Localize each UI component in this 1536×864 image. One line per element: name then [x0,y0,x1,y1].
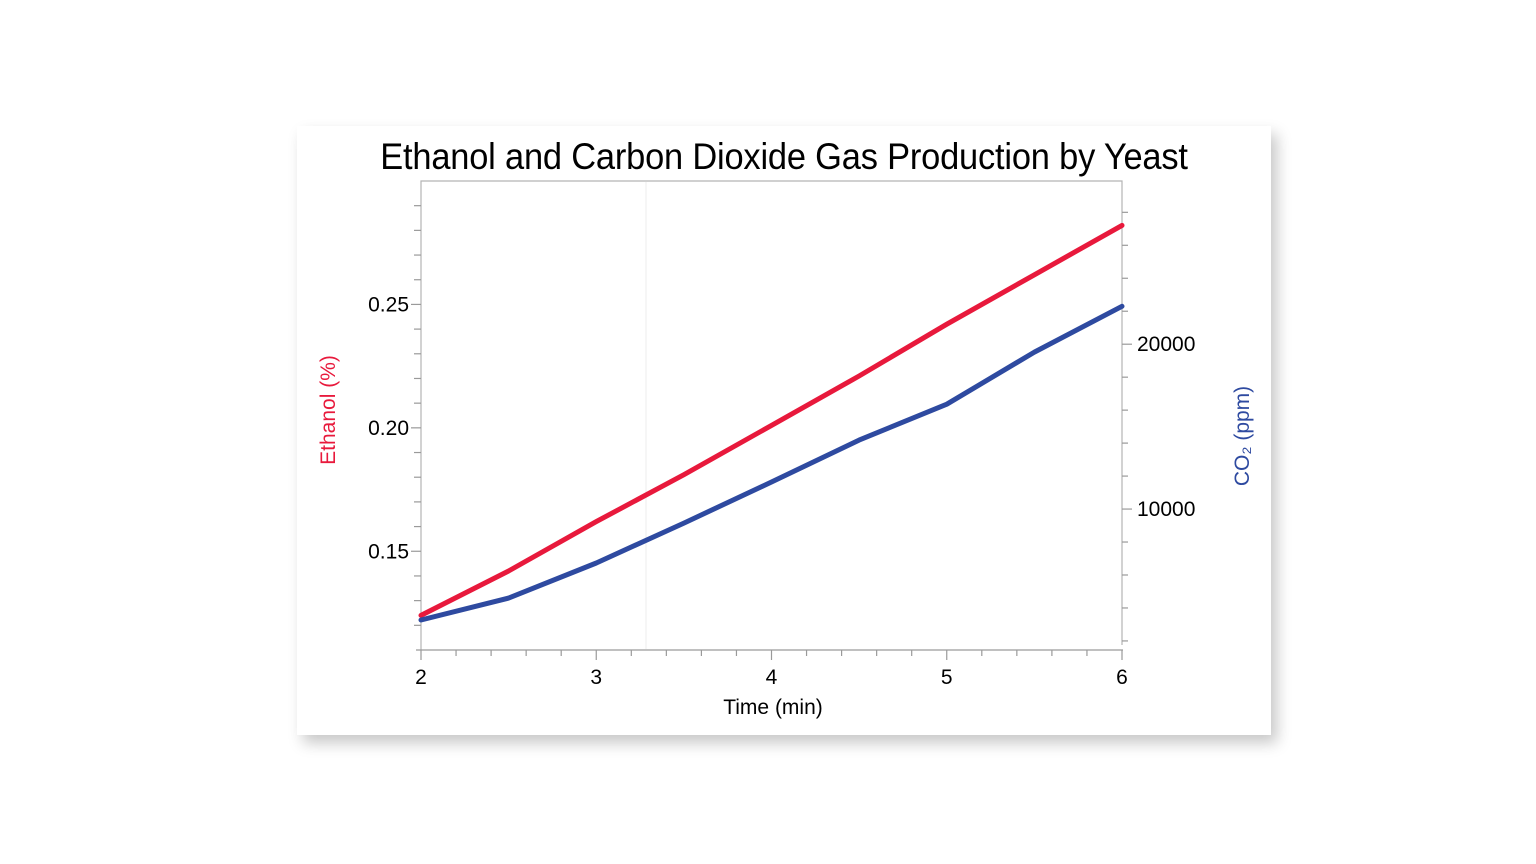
x-tick-label: 5 [941,666,953,689]
x-axis-title: Time (min) [723,696,823,719]
x-tick-label: 4 [766,666,778,689]
chart-card: Ethanol and Carbon Dioxide Gas Productio… [297,126,1271,735]
x-axis: 2 3 4 5 6 [415,650,1128,689]
plot-frame [416,180,1123,651]
y2-tick-label: 20000 [1137,333,1195,356]
y-tick-label: 0.25 [368,293,409,316]
x-tick-label: 2 [415,666,427,689]
x-tick-label: 3 [590,666,602,689]
y-tick-label: 0.15 [368,540,409,563]
ethanol-line [418,222,1125,618]
plot-border [420,180,1123,650]
y-axis-right-title: CO₂ (ppm) [1231,386,1254,486]
y2-tick-label: 10000 [1137,498,1195,521]
y-tick-label: 0.20 [368,417,409,440]
co2-line [418,303,1125,623]
y-axis-left-title: Ethanol (%) [317,355,340,465]
y-axis-right: 10000 20000 [1122,211,1195,642]
series-lines [418,222,1125,623]
chart-title: Ethanol and Carbon Dioxide Gas Productio… [380,136,1188,177]
y-axis-left: 0.15 0.20 0.25 [368,205,421,626]
x-tick-label: 6 [1116,666,1128,689]
